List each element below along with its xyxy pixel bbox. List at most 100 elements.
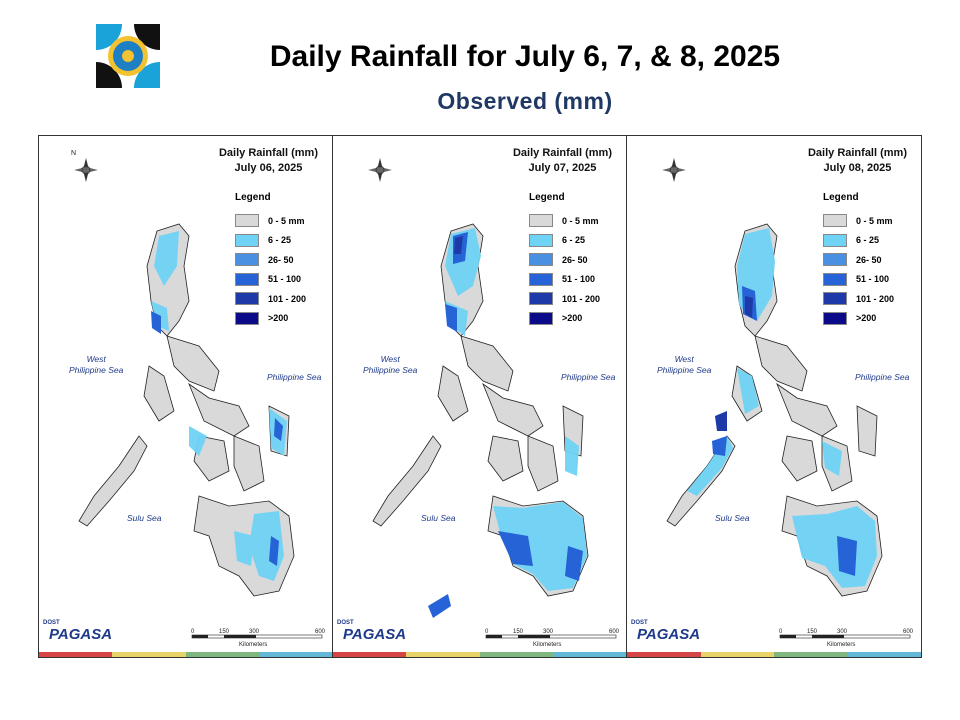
- compass-rose-icon: [74, 158, 98, 182]
- legend-item: >200: [823, 309, 894, 329]
- svg-text:300: 300: [249, 629, 260, 635]
- philippines-map: [666, 223, 883, 597]
- legend-title: Legend: [823, 192, 859, 203]
- legend-label: 51 - 100: [562, 274, 596, 285]
- legend-title: Legend: [235, 192, 271, 203]
- legend-label: >200: [562, 313, 583, 324]
- maps-frame: N Daily Rainfall (mm) July 06, 2025 Lege…: [38, 135, 922, 658]
- legend-item: 51 - 100: [235, 270, 306, 290]
- page-title: Daily Rainfall for July 6, 7, & 8, 2025: [269, 40, 781, 73]
- compass-rose-icon: [662, 158, 686, 182]
- svg-text:600: 600: [315, 629, 326, 635]
- legend-item: 0 - 5 mm: [529, 211, 600, 231]
- legend-item: 0 - 5 mm: [235, 211, 306, 231]
- legend-label: 26- 50: [562, 254, 588, 265]
- legend-label: >200: [268, 313, 289, 324]
- compass-rose-icon: [368, 158, 392, 182]
- legend-swatch: [235, 233, 259, 247]
- sea-label-west-line1: West: [674, 354, 694, 364]
- svg-text:0: 0: [191, 629, 195, 635]
- svg-text:300: 300: [543, 629, 554, 635]
- svg-text:300: 300: [837, 629, 848, 635]
- svg-text:Kilometers: Kilometers: [827, 642, 855, 648]
- legend-swatch: [823, 292, 847, 306]
- legend-swatch: [235, 214, 259, 228]
- legend-swatch: [235, 311, 259, 325]
- brand-small: DOST: [631, 620, 648, 626]
- legend-label: 101 - 200: [856, 293, 895, 304]
- page-subtitle: Observed (mm): [437, 88, 613, 114]
- map-title-line1: Daily Rainfall (mm): [218, 147, 318, 159]
- legend-swatch: [529, 311, 553, 325]
- brand-small: DOST: [43, 620, 60, 626]
- legend-item: >200: [529, 309, 600, 329]
- legend-swatch: [529, 214, 553, 228]
- legend-item: 51 - 100: [529, 270, 600, 290]
- legend-swatch: [235, 253, 259, 267]
- legend-rows: 0 - 5 mm 6 - 25 26- 50 51 - 100 101 - 200 >20…: [235, 211, 306, 328]
- legend-item: 51 - 100: [823, 270, 894, 290]
- legend-swatch: [235, 272, 259, 286]
- brand-name: PAGASA: [49, 626, 113, 643]
- legend-label: 51 - 100: [856, 274, 890, 285]
- legend-label: 0 - 5 mm: [268, 215, 305, 226]
- legend: Legend 0 - 5 mm 6 - 25 26- 50 51 - 100 101 -…: [235, 192, 306, 328]
- sea-label-sulu: Sulu Sea: [127, 513, 162, 523]
- legend-swatch: [235, 292, 259, 306]
- compass-n: N: [71, 150, 77, 157]
- legend-swatch: [823, 214, 847, 228]
- legend-item: 101 - 200: [529, 289, 600, 309]
- map-title-line1: Daily Rainfall (mm): [807, 147, 907, 159]
- legend-swatch: [529, 292, 553, 306]
- pagasa-logo: [96, 24, 160, 88]
- map-panel-july-08: Daily Rainfall (mm) July 08, 2025 Legend…: [627, 136, 921, 657]
- brand-name: PAGASA: [343, 626, 407, 643]
- legend-label: 6 - 25: [268, 235, 292, 246]
- legend-item: 0 - 5 mm: [823, 211, 894, 231]
- svg-text:600: 600: [609, 629, 620, 635]
- sea-label-west-line2: Philippine Sea: [363, 365, 418, 375]
- legend-item: 6 - 25: [529, 231, 600, 251]
- sea-label-west: West Philippine Sea: [69, 354, 123, 376]
- legend-label: 0 - 5 mm: [856, 215, 893, 226]
- legend-swatch: [823, 253, 847, 267]
- sea-label-west-line2: Philippine Sea: [69, 365, 124, 375]
- map-title: Daily Rainfall (mm) July 06, 2025: [219, 146, 318, 176]
- svg-text:600: 600: [903, 629, 914, 635]
- brand-name: PAGASA: [637, 626, 701, 643]
- legend-item: >200: [235, 309, 306, 329]
- svg-text:0: 0: [485, 629, 489, 635]
- legend-swatch: [529, 272, 553, 286]
- map-title-date: July 08, 2025: [823, 162, 892, 174]
- legend-label: 0 - 5 mm: [562, 215, 599, 226]
- color-strip: [39, 652, 332, 657]
- brand-small: DOST: [337, 620, 354, 626]
- svg-text:Kilometers: Kilometers: [533, 642, 561, 648]
- legend-swatch: [529, 233, 553, 247]
- legend-label: 51 - 100: [268, 274, 302, 285]
- legend-rows: 0 - 5 mm 6 - 25 26- 50 51 - 100 101 - 200 >20…: [823, 211, 894, 328]
- map-title-line1: Daily Rainfall (mm): [512, 147, 612, 159]
- legend-label: 101 - 200: [268, 293, 307, 304]
- legend-item: 26- 50: [235, 250, 306, 270]
- legend-item: 101 - 200: [235, 289, 306, 309]
- map-title: Daily Rainfall (mm) July 08, 2025: [808, 146, 907, 176]
- color-strip: [333, 652, 626, 657]
- legend: Legend 0 - 5 mm 6 - 25 26- 50 51 - 100 101 -…: [529, 192, 600, 328]
- sea-label-east: Philippine Sea: [267, 372, 322, 382]
- sea-label-sulu: Sulu Sea: [715, 513, 750, 523]
- sea-label-west: West Philippine Sea: [657, 354, 711, 376]
- legend-item: 6 - 25: [235, 231, 306, 251]
- map-title-date: July 07, 2025: [528, 162, 597, 174]
- pagasa-brand-logo: DOST PAGASA: [337, 610, 411, 652]
- legend-swatch: [823, 311, 847, 325]
- color-strip: [627, 652, 921, 657]
- legend-item: 26- 50: [823, 250, 894, 270]
- legend-swatch: [823, 233, 847, 247]
- philippines-map: [372, 223, 589, 618]
- legend-swatch: [529, 253, 553, 267]
- sea-label-east: Philippine Sea: [561, 372, 616, 382]
- sea-label-west-line2: Philippine Sea: [657, 365, 712, 375]
- legend-swatch: [823, 272, 847, 286]
- svg-text:150: 150: [513, 629, 524, 635]
